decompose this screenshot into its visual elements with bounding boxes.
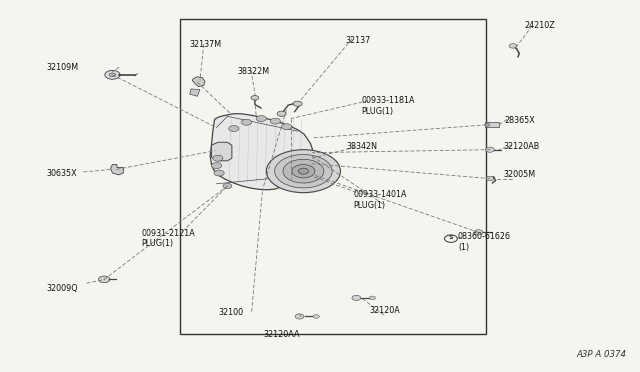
Circle shape	[270, 118, 280, 124]
Text: 08360-61626
(1): 08360-61626 (1)	[458, 232, 511, 252]
Circle shape	[109, 73, 116, 77]
Circle shape	[105, 70, 120, 79]
Text: 32137M: 32137M	[189, 40, 221, 49]
Circle shape	[275, 154, 332, 188]
Circle shape	[474, 230, 483, 235]
Circle shape	[298, 168, 308, 174]
Circle shape	[313, 315, 319, 318]
Circle shape	[211, 163, 221, 169]
Polygon shape	[189, 89, 200, 96]
Text: 32120AB: 32120AB	[504, 142, 540, 151]
Text: 30635X: 30635X	[47, 169, 77, 178]
Circle shape	[484, 124, 490, 126]
Text: S: S	[449, 235, 453, 240]
Circle shape	[277, 111, 286, 116]
Circle shape	[241, 119, 252, 125]
Bar	[484, 122, 499, 128]
Circle shape	[214, 170, 224, 176]
Circle shape	[282, 124, 292, 130]
Circle shape	[292, 164, 315, 178]
Circle shape	[283, 159, 324, 183]
Text: 24210Z: 24210Z	[524, 21, 555, 30]
Circle shape	[256, 116, 266, 122]
Circle shape	[485, 147, 494, 152]
Text: 00933-1401A
PLUG(1): 00933-1401A PLUG(1)	[353, 190, 406, 210]
Text: 28365X: 28365X	[504, 116, 534, 125]
Bar	[179, 19, 486, 334]
Polygon shape	[211, 142, 232, 161]
Circle shape	[352, 295, 361, 301]
Circle shape	[212, 155, 223, 161]
Text: 32109M: 32109M	[47, 63, 79, 72]
Text: 00931-2121A
PLUG(1): 00931-2121A PLUG(1)	[141, 229, 195, 248]
Text: 38322M: 38322M	[237, 67, 269, 76]
Text: 00933-1181A
PLUG(1): 00933-1181A PLUG(1)	[362, 96, 415, 116]
Polygon shape	[192, 77, 205, 87]
Text: 32120AA: 32120AA	[264, 330, 300, 339]
Circle shape	[223, 183, 232, 189]
Circle shape	[228, 126, 239, 132]
Circle shape	[295, 314, 304, 319]
Circle shape	[266, 150, 340, 193]
Text: 32100: 32100	[218, 308, 243, 317]
Text: 38342N: 38342N	[347, 142, 378, 151]
Circle shape	[251, 96, 259, 100]
Polygon shape	[210, 114, 312, 190]
Text: 32120A: 32120A	[370, 307, 401, 315]
Circle shape	[99, 276, 110, 283]
Polygon shape	[111, 164, 124, 175]
Circle shape	[509, 44, 516, 48]
Text: A3P A 0374: A3P A 0374	[577, 350, 627, 359]
Circle shape	[293, 101, 302, 106]
Circle shape	[369, 296, 376, 300]
Circle shape	[486, 176, 493, 181]
Text: 32005M: 32005M	[504, 170, 536, 179]
Text: 32009Q: 32009Q	[47, 284, 78, 293]
Text: 32137: 32137	[346, 36, 371, 45]
